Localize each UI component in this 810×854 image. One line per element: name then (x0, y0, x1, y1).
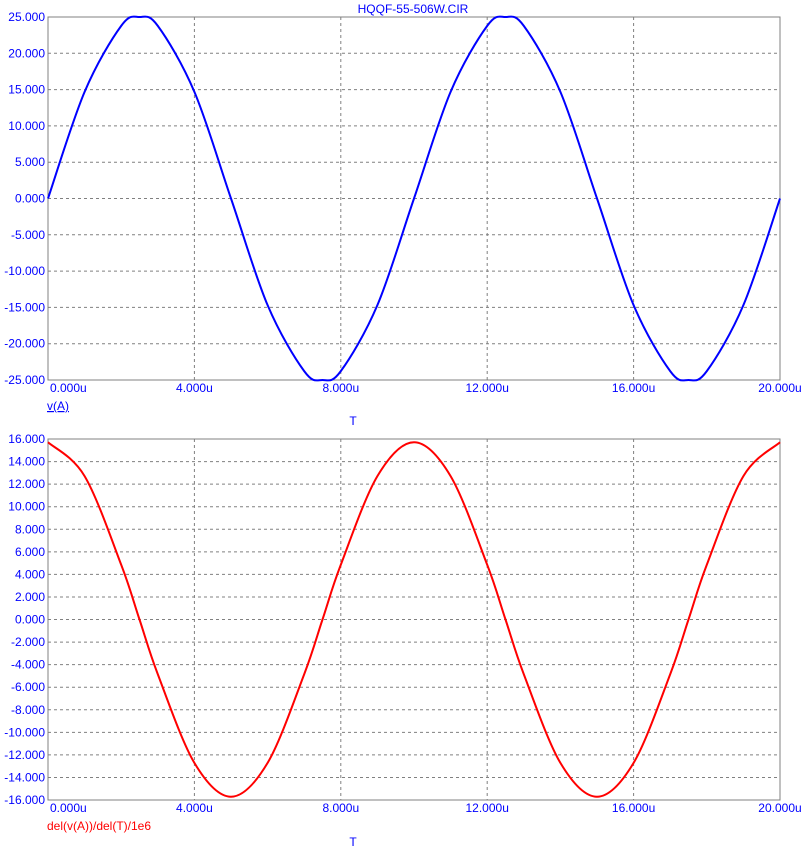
x-tick-label: 4.000u (176, 381, 213, 395)
y-tick-label: -15.000 (4, 300, 45, 314)
y-tick-label: -10.000 (4, 264, 45, 278)
y-tick-label: -25.000 (4, 373, 45, 387)
plot-frame (47, 438, 781, 801)
y-tick-label: 20.000 (8, 46, 45, 60)
x-tick-label: 20.000u (758, 801, 801, 815)
y-tick-label: -5.000 (11, 228, 45, 242)
y-tick-label: 14.000 (8, 455, 45, 469)
y-tick-label: -10.000 (4, 725, 45, 739)
y-tick-label: 4.000 (15, 567, 45, 581)
bottom-plot: 16.000 14.000 12.000 10.000 8.000 6.000 4.000 2… (4, 432, 801, 849)
x-axis-label: T (349, 414, 357, 428)
top-plot: 25.000 20.000 15.000 10.000 5.000 0.000 -5.000… (4, 10, 801, 428)
x-axis-label: T (349, 835, 357, 849)
y-tick-label: 25.000 (8, 10, 45, 24)
y-tick-label: 15.000 (8, 83, 45, 97)
chart-title: HQQF-55-506W.CIR (358, 2, 469, 16)
x-tick-label: 8.000u (322, 381, 359, 395)
y-tick-label: 0.000 (15, 192, 45, 206)
x-tick-label: 12.000u (466, 801, 509, 815)
x-tick-label: 20.000u (758, 381, 801, 395)
y-tick-label: -16.000 (4, 793, 45, 807)
x-tick-label: 0.000u (50, 381, 87, 395)
series-legend-label: del(v(A))/del(T)/1e6 (47, 819, 151, 833)
x-tick-label: 0.000u (50, 801, 87, 815)
x-tick-label: 16.000u (612, 381, 655, 395)
y-tick-label: 12.000 (8, 477, 45, 491)
y-tick-label: -14.000 (4, 770, 45, 784)
y-tick-label: -6.000 (11, 680, 45, 694)
y-tick-label: 10.000 (8, 500, 45, 514)
y-tick-label: -8.000 (11, 703, 45, 717)
x-tick-label: 8.000u (322, 801, 359, 815)
x-tick-label: 4.000u (176, 801, 213, 815)
y-tick-label: 6.000 (15, 545, 45, 559)
y-tick-label: 10.000 (8, 119, 45, 133)
y-tick-label: 2.000 (15, 590, 45, 604)
y-tick-label: -12.000 (4, 748, 45, 762)
y-tick-label: 8.000 (15, 522, 45, 536)
y-tick-label: 0.000 (15, 613, 45, 627)
y-tick-label: -2.000 (11, 635, 45, 649)
x-tick-label: 12.000u (466, 381, 509, 395)
y-tick-label: -4.000 (11, 658, 45, 672)
y-tick-label: 5.000 (15, 155, 45, 169)
y-tick-label: 16.000 (8, 432, 45, 446)
y-tick-label: -20.000 (4, 337, 45, 351)
series-legend-label: v(A) (47, 399, 69, 413)
x-tick-label: 16.000u (612, 801, 655, 815)
